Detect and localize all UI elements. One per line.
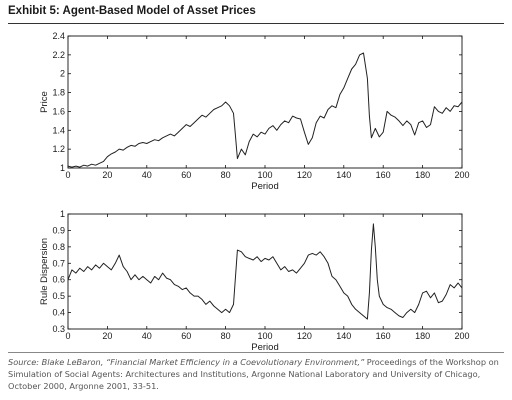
y-tick-label: 0.4 [52, 308, 65, 318]
y-tick-label: 0.5 [52, 291, 65, 301]
x-tick-label: 20 [102, 331, 112, 341]
source-citation-body: Proceedings of the Workshop on Simulatio… [8, 357, 499, 391]
x-tick-label: 140 [336, 331, 351, 341]
series-line [67, 52, 463, 168]
y-tick-label: 1.4 [52, 125, 65, 135]
y-axis-label: Price [39, 91, 50, 113]
x-tick-label: 40 [142, 170, 152, 180]
x-tick-label: 40 [142, 331, 152, 341]
exhibit-title: Exhibit 5: Agent-Based Model of Asset Pr… [8, 5, 256, 17]
y-tick-label: 1.8 [52, 88, 65, 98]
x-tick-label: 0 [65, 170, 70, 180]
source-note: Source: Blake LeBaron, “Financial Market… [8, 356, 504, 392]
x-tick-label: 120 [297, 331, 312, 341]
x-tick-label: 80 [221, 170, 231, 180]
y-tick-label: 0.3 [52, 324, 65, 334]
x-tick-label: 160 [376, 170, 391, 180]
x-tick-label: 180 [415, 331, 430, 341]
x-tick-label: 140 [336, 170, 351, 180]
x-tick-label: 20 [102, 170, 112, 180]
title-divider [8, 23, 504, 24]
x-tick-label: 200 [454, 331, 469, 341]
source-citation-prefix: Source: Blake LeBaron, “Financial Market… [8, 357, 367, 367]
x-tick-label: 180 [415, 170, 430, 180]
x-tick-label: 60 [181, 170, 191, 180]
y-tick-label: 2 [60, 69, 65, 79]
charts-figure: 0 20 40 60 80 100 120 140 160 180 20011.21.41.61.8… [39, 31, 470, 350]
source-divider [8, 352, 504, 353]
y-tick-label: 0.7 [52, 258, 65, 268]
rule-dispersion-chart: 0 20 40 60 80 100 120 140 160 180 200 0.3 0.4 0.5 0.6 0… [39, 209, 470, 350]
x-tick-label: 120 [297, 170, 312, 180]
price-chart: 0 20 40 60 80 100 120 140 160 180 200 1 1.2 1.4 1.6 1.8… [39, 31, 470, 192]
y-tick-label: 1.2 [52, 144, 65, 154]
x-tick-label: 0 [65, 331, 70, 341]
y-tick-label: 2.4 [52, 31, 65, 41]
x-tick-label: 100 [257, 170, 272, 180]
y-tick-label: 2.2 [52, 50, 65, 60]
x-axis-label: Period [251, 181, 278, 192]
y-tick-label: 0.9 [52, 225, 65, 235]
x-tick-label: 100 [257, 331, 272, 341]
x-tick-label: 160 [376, 331, 391, 341]
plot-area-frame [67, 35, 463, 169]
y-tick-label: 1 [60, 163, 65, 173]
x-tick-label: 80 [221, 331, 231, 341]
series-line [67, 223, 463, 320]
x-axis-label: Period [251, 342, 278, 350]
x-tick-label: 200 [454, 170, 469, 180]
y-tick-label: 0.6 [52, 275, 65, 285]
y-tick-label: 0.8 [52, 242, 65, 252]
y-tick-label: 1.6 [52, 106, 65, 116]
x-tick-label: 60 [181, 331, 191, 341]
y-axis-label: Rule Dispersion [39, 238, 50, 305]
y-tick-label: 1 [60, 209, 65, 219]
